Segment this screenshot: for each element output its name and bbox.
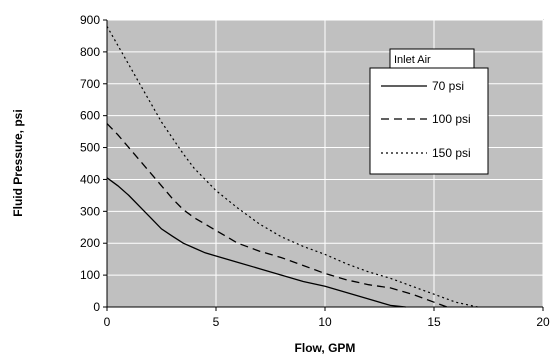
y-tick-label-300: 300 [80,204,100,218]
y-axis-title: Fluid Pressure, psi [11,109,25,216]
y-tick-labels: 0 100 200 300 400 500 600 700 800 900 [80,13,100,314]
y-tick-label-700: 700 [80,77,100,91]
y-tick-label-0: 0 [93,300,100,314]
series-line-3 [106,26,478,308]
y-tick-label-600: 600 [80,109,100,123]
series-layer [106,26,478,308]
x-tick-label-15: 15 [427,315,441,329]
series-line-2 [106,123,448,308]
legend: Inlet Air 70 psi 100 psi 150 psi [369,48,489,175]
y-tick-label-200: 200 [80,236,100,250]
legend-label-2: 100 psi [432,112,471,126]
legend-label-1: 70 psi [432,79,464,93]
x-tick-labels: 0 5 10 15 20 [104,315,550,329]
legend-label-3: 150 psi [432,146,471,160]
y-tick-label-900: 900 [80,13,100,27]
x-tick-label-5: 5 [213,315,220,329]
x-tick-label-20: 20 [536,315,550,329]
x-tick-label-10: 10 [318,315,332,329]
legend-items: 70 psi 100 psi 150 psi [381,79,471,160]
x-axis-title: Flow, GPM [295,341,356,355]
legend-title-box [389,48,475,69]
legend-title: Inlet Air [394,54,431,66]
y-tick-label-800: 800 [80,45,100,59]
axes [103,19,544,311]
y-tick-label-400: 400 [80,172,100,186]
series-line-1 [106,177,406,308]
y-tick-label-100: 100 [80,268,100,282]
x-tick-label-0: 0 [104,315,111,329]
y-tick-label-500: 500 [80,141,100,155]
